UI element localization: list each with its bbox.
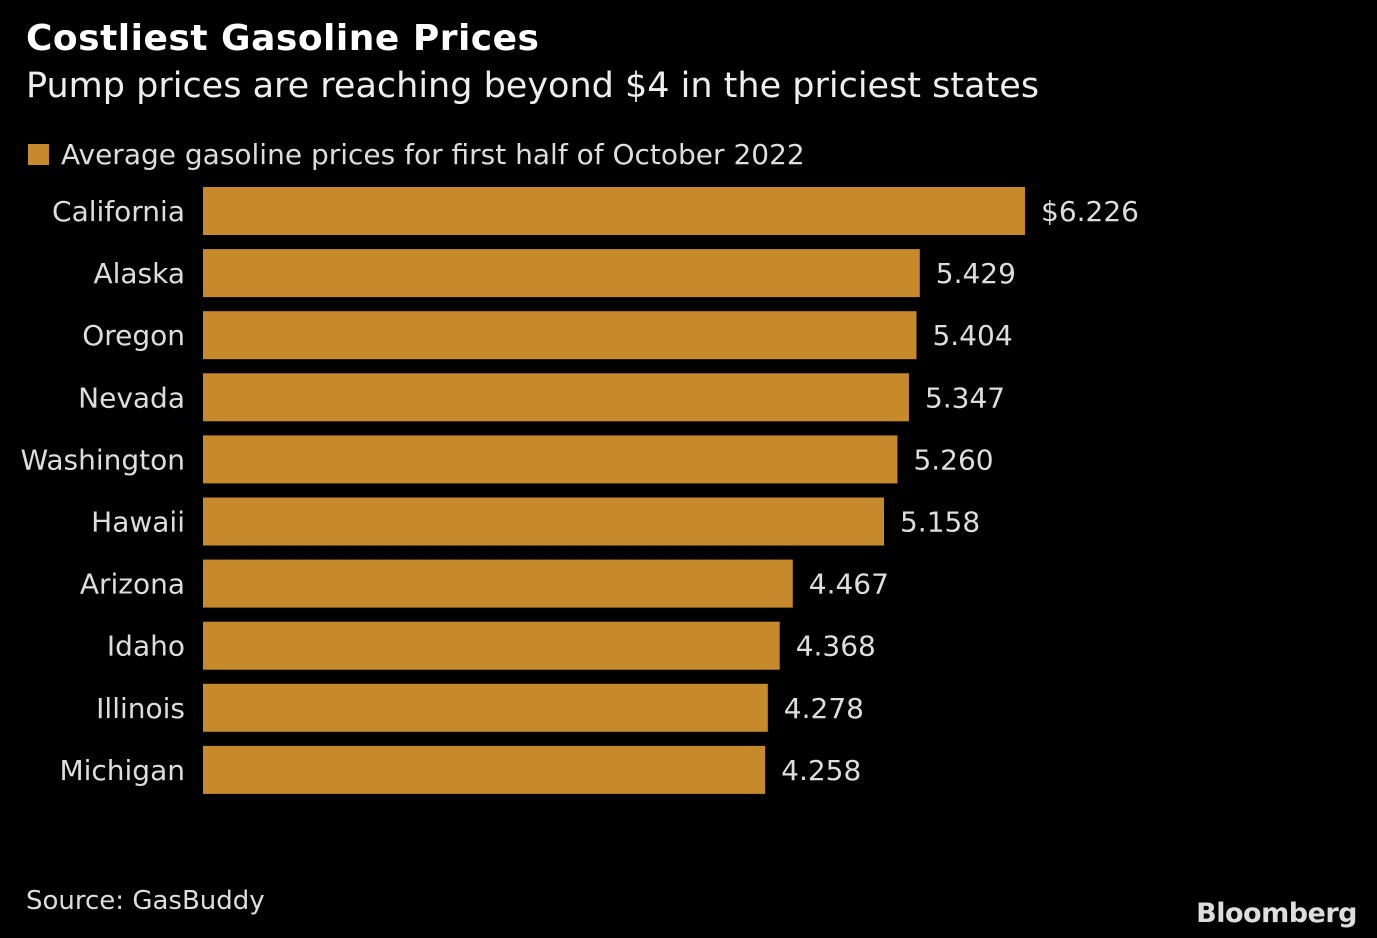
category-label: Alaska [93, 257, 185, 290]
bar-oregon [203, 311, 917, 360]
bar-hawaii [203, 497, 884, 546]
category-label: California [52, 195, 185, 228]
chart-subtitle: Pump prices are reaching beyond $4 in th… [26, 66, 1040, 106]
value-label: 5.347 [925, 381, 1005, 414]
value-label: 5.260 [913, 443, 993, 476]
legend: Average gasoline prices for first half o… [28, 138, 805, 171]
bar-california [203, 187, 1025, 235]
category-label: Illinois [96, 692, 185, 725]
value-label: 4.368 [796, 630, 876, 663]
value-label: 4.278 [784, 692, 864, 725]
bar-alaska [203, 249, 920, 298]
value-label: 4.258 [781, 754, 861, 787]
category-label: Nevada [78, 381, 185, 414]
bar-illinois [203, 683, 768, 732]
source-note: Source: GasBuddy [26, 886, 265, 916]
bar-michigan [203, 745, 766, 794]
bar-arizona [203, 559, 793, 608]
bar-idaho [203, 621, 780, 670]
category-label: Oregon [82, 319, 185, 352]
bar-washington [203, 435, 898, 484]
value-label: $6.226 [1041, 195, 1139, 228]
legend-swatch [28, 144, 49, 165]
category-label: Arizona [80, 568, 185, 601]
legend-label: Average gasoline prices for first half o… [61, 138, 805, 171]
value-label: 5.158 [900, 506, 980, 539]
chart-title: Costliest Gasoline Prices [26, 18, 540, 59]
bar-nevada [203, 373, 909, 422]
category-label: Michigan [59, 754, 185, 787]
value-label: 5.429 [936, 257, 1016, 290]
value-label: 4.467 [809, 568, 889, 601]
category-label: Idaho [107, 630, 185, 663]
category-label: Hawaii [91, 506, 185, 539]
bloomberg-logo: Bloomberg [1196, 898, 1357, 929]
category-label: Washington [20, 443, 185, 476]
value-label: 5.404 [932, 319, 1012, 352]
